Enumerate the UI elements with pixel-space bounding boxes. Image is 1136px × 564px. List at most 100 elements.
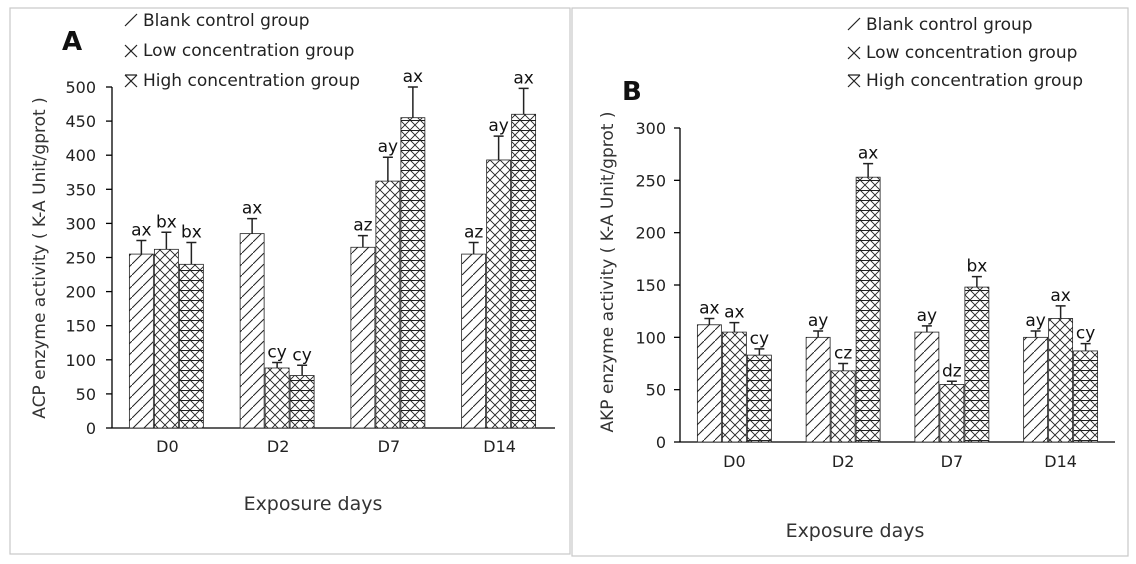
y-tick-label: 400 (65, 146, 96, 165)
significance-label: cy (267, 343, 286, 363)
x-tick-label: D7 (941, 452, 964, 471)
error-bar (382, 156, 393, 182)
error-bar (921, 325, 932, 333)
y-tick-label: 450 (65, 112, 96, 131)
y-tick-label: 350 (65, 180, 96, 199)
error-bar (946, 380, 957, 385)
significance-label: ax (724, 303, 744, 323)
y-tick-label: 100 (65, 351, 96, 370)
error-bar (297, 364, 308, 376)
error-bar (247, 217, 258, 234)
significance-label: bx (156, 212, 177, 232)
error-bar (704, 317, 715, 325)
bar-low-concentration-group-d0 (721, 331, 747, 443)
y-tick-label: 250 (635, 171, 666, 190)
bar-blank-control-group-d0 (696, 324, 722, 443)
panel-b-border (571, 7, 1129, 557)
significance-label: bx (966, 257, 987, 277)
x-tick-label: D7 (378, 437, 401, 456)
bar-low-concentration-group-d2 (264, 367, 290, 429)
error-bar (863, 162, 874, 178)
significance-label: cy (750, 329, 769, 349)
bar-high-concentration-group-d7 (400, 117, 426, 429)
bar-low-concentration-group-d0 (153, 248, 179, 429)
x-tick-label: D0 (156, 437, 179, 456)
error-bar (1055, 305, 1066, 319)
bar-blank-control-group-d14 (461, 253, 487, 429)
significance-label: cy (292, 345, 311, 365)
legend-swatch-diag-icon (847, 17, 861, 31)
significance-label: ax (242, 199, 262, 219)
error-bar (754, 348, 765, 356)
y-tick-label: 50 (646, 381, 666, 400)
significance-label: az (353, 216, 372, 236)
y-tick-label: 500 (65, 78, 96, 97)
legend-swatch-crossh-icon (124, 74, 138, 88)
significance-label: ax (513, 68, 533, 88)
legend-swatch-cross-icon (847, 46, 861, 60)
y-tick-label: 150 (65, 317, 96, 336)
y-tick-label: 300 (65, 214, 96, 233)
error-bar (493, 135, 504, 160)
error-bar (1080, 342, 1091, 351)
error-bar (407, 86, 418, 118)
x-axis-title: Exposure days (786, 520, 925, 542)
significance-label: ay (378, 137, 398, 157)
bar-high-concentration-group-d14 (1073, 350, 1099, 443)
significance-label: ay (808, 311, 828, 331)
y-tick-label: 300 (635, 119, 666, 138)
error-bar (357, 234, 368, 248)
significance-label: ax (403, 67, 423, 87)
bar-high-concentration-group-d2 (289, 375, 315, 429)
significance-label: ax (1050, 286, 1070, 306)
bar-high-concentration-group-d2 (855, 176, 881, 443)
error-bar (813, 330, 824, 338)
legend-swatch-diag-icon (124, 13, 138, 27)
y-tick-label: 50 (76, 385, 96, 404)
bar-blank-control-group-d7 (350, 246, 376, 429)
bar-blank-control-group-d0 (128, 253, 154, 429)
bar-blank-control-group-d7 (914, 331, 940, 443)
x-axis-title: Exposure days (244, 493, 383, 515)
y-tick-label: 0 (86, 419, 96, 438)
bar-blank-control-group-d2 (805, 336, 831, 443)
legend-swatch-crossh-icon (847, 74, 861, 88)
y-tick-label: 200 (65, 283, 96, 302)
significance-label: ay (1025, 311, 1045, 331)
significance-label: cz (834, 344, 852, 364)
x-tick-label: D2 (267, 437, 290, 456)
error-bar (518, 87, 529, 115)
significance-label: cy (1076, 324, 1095, 344)
error-bar (838, 362, 849, 371)
panel-letter: A (62, 27, 82, 57)
error-bar (136, 239, 147, 255)
legend-label: Blank control group (143, 11, 310, 31)
error-bar (468, 241, 479, 255)
y-tick-label: 150 (635, 276, 666, 295)
y-tick-label: 0 (656, 433, 666, 452)
y-axis-title: ACP enzyme activity ( K-A Unit/gprot ) (30, 97, 50, 418)
y-tick-label: 200 (635, 224, 666, 243)
x-tick-label: D2 (832, 452, 855, 471)
x-tick-label: D14 (1044, 452, 1077, 471)
significance-label: ax (858, 144, 878, 164)
significance-label: az (464, 222, 483, 242)
bar-low-concentration-group-d7 (939, 384, 965, 443)
bar-low-concentration-group-d2 (830, 370, 856, 443)
bar-high-concentration-group-d0 (178, 263, 204, 429)
bar-high-concentration-group-d0 (746, 354, 772, 443)
error-bar (272, 361, 283, 368)
y-tick-label: 250 (65, 249, 96, 268)
error-bar (729, 321, 740, 333)
legend-label: High concentration group (143, 71, 360, 91)
x-tick-label: D0 (723, 452, 746, 471)
error-bar (186, 241, 197, 265)
bar-high-concentration-group-d7 (964, 286, 990, 443)
bar-low-concentration-group-d14 (1048, 318, 1074, 443)
significance-label: ax (131, 220, 151, 240)
bar-low-concentration-group-d7 (375, 180, 401, 429)
significance-label: ax (699, 298, 719, 318)
bar-blank-control-group-d2 (239, 233, 265, 429)
